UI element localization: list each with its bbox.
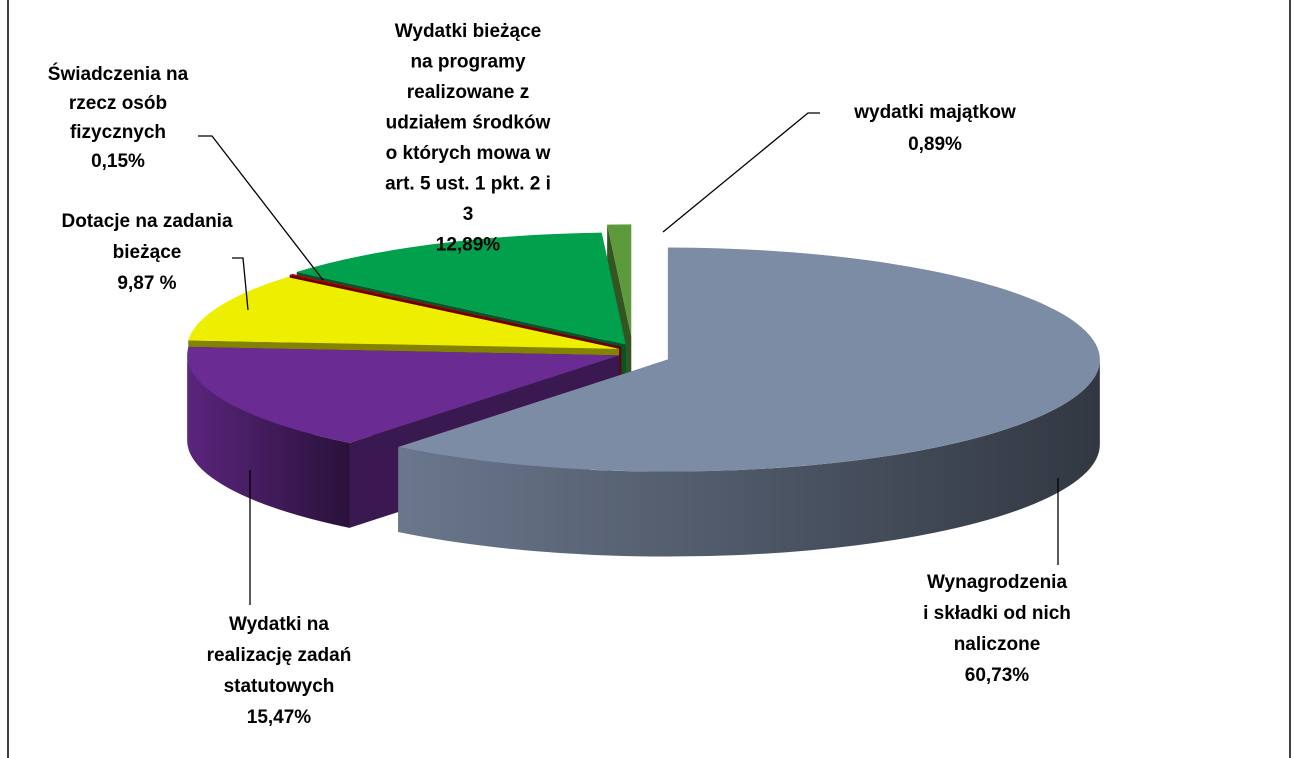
- slice: [187, 346, 620, 443]
- category-label: i składki od nich: [923, 603, 1071, 624]
- labels: Wynagrodzenia i składki od nich naliczone 6…: [48, 21, 1071, 728]
- value-label: 0,89%: [908, 134, 962, 155]
- category-label: realizację zadań: [207, 645, 352, 666]
- category-label: 3: [463, 204, 474, 225]
- category-label: Wynagrodzenia: [927, 572, 1067, 593]
- slice: [188, 277, 620, 349]
- category-label: statutowych: [224, 676, 335, 697]
- value-label: 15,47%: [247, 707, 312, 728]
- category-label: realizowane z: [407, 82, 530, 103]
- category-label: Wydatki na: [229, 614, 329, 635]
- category-label: Wydatki bieżące: [395, 21, 541, 42]
- slice-side: [187, 355, 350, 528]
- category-label: Dotacje na zadania: [61, 211, 232, 232]
- category-label: art. 5 ust. 1 pkt. 2 i: [385, 174, 551, 195]
- value-label: 9,87 %: [117, 273, 176, 294]
- category-label: udziałem środków: [386, 113, 551, 134]
- leader-line: [662, 112, 820, 233]
- slice: [607, 224, 632, 337]
- slice: [289, 274, 622, 347]
- category-label: Świadczenia na: [48, 63, 189, 85]
- category-label: rzecz osób: [69, 93, 167, 114]
- value-label: 60,73%: [965, 665, 1030, 686]
- value-label: 12,89%: [436, 235, 501, 256]
- tops: [187, 224, 1100, 472]
- value-label: 0,15%: [91, 151, 145, 172]
- category-label: fizycznych: [70, 122, 166, 143]
- slice: [296, 232, 626, 345]
- category-label: naliczone: [954, 634, 1041, 655]
- category-label: wydatki majątkow: [853, 102, 1016, 123]
- category-label: o których mowa w: [386, 143, 551, 164]
- leader-line: [232, 257, 249, 311]
- category-label: na programy: [410, 52, 526, 73]
- slice: [398, 247, 1100, 472]
- slice-side: [398, 359, 1100, 557]
- category-label: bieżące: [113, 242, 182, 263]
- leader-line: [198, 135, 324, 281]
